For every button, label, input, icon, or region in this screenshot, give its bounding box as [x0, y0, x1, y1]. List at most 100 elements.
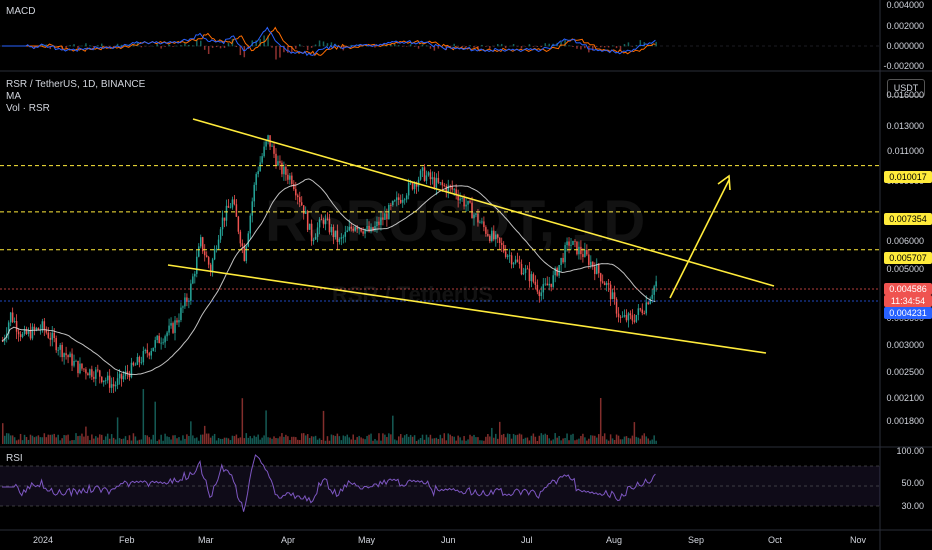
- volume-bar: [448, 433, 450, 444]
- macd-axis-label: 0.002000: [886, 21, 924, 31]
- candle-body: [628, 313, 630, 320]
- candle-body: [548, 284, 550, 286]
- candle-body: [646, 302, 648, 313]
- candle-body: [152, 348, 154, 351]
- macd-axis-label: 0.000000: [886, 41, 924, 51]
- volume-bar: [503, 434, 505, 444]
- candle-body: [511, 255, 513, 264]
- volume-bar: [511, 439, 513, 444]
- volume-bar: [214, 434, 216, 444]
- volume-bar: [69, 441, 71, 444]
- macd-histogram-bar: [398, 45, 400, 46]
- volume-bar: [414, 435, 416, 444]
- macd-histogram-bar: [457, 46, 459, 47]
- macd-histogram-bar: [172, 46, 174, 47]
- candle-body: [145, 350, 147, 351]
- volume-bar: [10, 435, 12, 444]
- candle-body: [432, 177, 434, 179]
- candle-body: [537, 285, 539, 292]
- volume-bar: [277, 438, 279, 444]
- volume-bar: [564, 438, 566, 444]
- ma-indicator-label[interactable]: MA: [6, 91, 21, 102]
- candle-body: [543, 284, 545, 292]
- candle-body: [12, 313, 14, 322]
- price-axis-label: 0.002500: [886, 367, 924, 377]
- volume-bar: [162, 441, 164, 444]
- candle-body: [248, 233, 250, 246]
- volume-bar: [240, 437, 242, 444]
- rsi-axis-label: 50.00: [901, 478, 924, 488]
- volume-bar: [212, 436, 214, 444]
- candle-body: [251, 201, 253, 215]
- candle-body: [16, 321, 18, 332]
- candle-body: [113, 384, 115, 386]
- volume-bar: [289, 440, 291, 444]
- volume-bar: [552, 439, 554, 444]
- macd-histogram-bar: [188, 45, 190, 46]
- volume-bar: [293, 437, 295, 444]
- candle-body: [519, 262, 521, 264]
- volume-bar: [83, 437, 85, 444]
- volume-bar: [634, 422, 636, 444]
- volume-bar: [358, 436, 360, 444]
- volume-bar: [14, 437, 16, 444]
- volume-bar: [44, 433, 46, 444]
- volume-bar: [622, 439, 624, 444]
- volume-bar: [519, 434, 521, 444]
- volume-bar: [602, 436, 604, 444]
- volume-bar: [143, 389, 145, 444]
- candle-body: [521, 264, 523, 274]
- candle-body: [226, 206, 228, 221]
- volume-bar: [251, 438, 253, 444]
- volume-bar: [149, 437, 151, 444]
- volume-bar: [473, 435, 475, 444]
- macd-histogram-bar: [545, 43, 547, 46]
- volume-bar: [4, 436, 6, 444]
- candle-body: [50, 338, 52, 340]
- candle-body: [651, 295, 653, 299]
- macd-histogram-bar: [224, 46, 226, 48]
- volume-bar: [36, 436, 38, 444]
- volume-bar: [139, 440, 141, 444]
- candle-body: [655, 281, 657, 286]
- price-axis-label: 0.005000: [886, 264, 924, 274]
- candle-body: [79, 364, 81, 374]
- candle-body: [135, 365, 137, 366]
- candle-body: [558, 265, 560, 276]
- volume-bar: [541, 433, 543, 444]
- macd-histogram-bar: [168, 45, 170, 47]
- volume-bar: [499, 422, 501, 444]
- macd-histogram-bar: [580, 46, 582, 49]
- candle-body: [550, 284, 552, 287]
- macd-histogram-bar: [505, 46, 507, 48]
- volume-indicator-label[interactable]: Vol · RSR: [6, 103, 50, 114]
- volume-bar: [103, 440, 105, 444]
- volume-bar: [436, 438, 438, 444]
- volume-bar: [408, 437, 410, 444]
- volume-bar: [600, 398, 602, 444]
- volume-bar: [85, 427, 87, 444]
- volume-bar: [271, 439, 273, 444]
- volume-bar: [154, 402, 156, 444]
- volume-bar: [398, 436, 400, 444]
- volume-bar: [208, 434, 210, 444]
- candle-body: [71, 354, 73, 366]
- volume-bar: [596, 438, 598, 444]
- candle-body: [271, 146, 273, 147]
- symbol-title[interactable]: RSR / TetherUS, 1D, BINANCE: [6, 79, 145, 90]
- volume-bar: [319, 438, 321, 444]
- volume-bar: [646, 436, 648, 444]
- volume-bar: [196, 437, 198, 444]
- macd-histogram-bar: [73, 44, 75, 46]
- candle-body: [275, 154, 277, 166]
- candle-body: [525, 269, 527, 273]
- volume-bar: [151, 439, 153, 444]
- volume-bar: [547, 435, 549, 444]
- macd-histogram-bar: [473, 46, 475, 48]
- volume-bar: [97, 438, 99, 444]
- candle-body: [109, 376, 111, 388]
- candle-body: [634, 321, 636, 322]
- candle-body: [151, 351, 153, 355]
- candle-body: [95, 369, 97, 378]
- candle-body: [653, 286, 655, 295]
